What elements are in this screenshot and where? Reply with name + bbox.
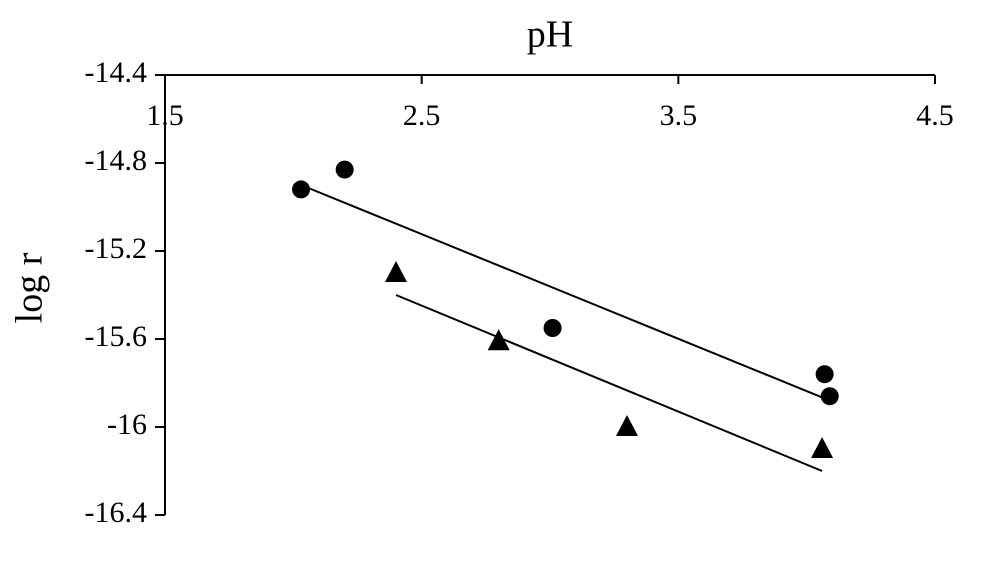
triangle-marker xyxy=(811,437,834,458)
y-axis-title: log r xyxy=(9,252,51,323)
trendline xyxy=(300,184,826,400)
y-tick-label: -14.4 xyxy=(85,56,148,89)
x-tick-label: 2.5 xyxy=(403,99,441,132)
y-tick-label: -14.8 xyxy=(85,144,148,177)
trendline xyxy=(395,294,823,472)
x-tick-label: 1.5 xyxy=(146,99,184,132)
triangle-marker xyxy=(385,261,407,282)
y-tick-label: -16.4 xyxy=(85,496,148,529)
triangle-marker xyxy=(487,329,510,351)
circle-marker xyxy=(815,365,834,384)
y-tick-label: -16 xyxy=(107,408,147,441)
x-tick-label: 4.5 xyxy=(916,99,954,132)
circle-marker xyxy=(292,180,311,199)
y-tick-label: -15.2 xyxy=(85,232,148,265)
circle-marker xyxy=(820,387,839,406)
x-tick-label: 3.5 xyxy=(660,99,698,132)
triangle-marker xyxy=(616,415,638,436)
y-tick-label: -15.6 xyxy=(85,320,148,353)
circle-marker xyxy=(335,160,354,179)
x-axis-title: pH xyxy=(527,14,573,56)
circle-marker xyxy=(543,319,562,337)
